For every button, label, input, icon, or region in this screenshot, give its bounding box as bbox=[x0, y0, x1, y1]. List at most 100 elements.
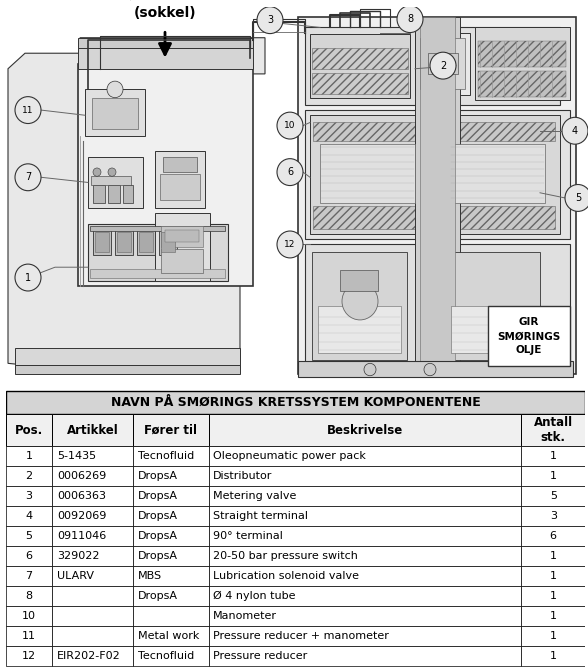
Circle shape bbox=[277, 231, 303, 258]
Bar bbox=[209, 626, 522, 646]
Text: 1: 1 bbox=[550, 631, 557, 641]
Bar bbox=[78, 48, 253, 68]
Circle shape bbox=[397, 5, 423, 33]
Bar bbox=[298, 361, 573, 377]
Bar bbox=[90, 226, 225, 231]
Bar bbox=[478, 41, 566, 66]
Bar bbox=[522, 626, 585, 646]
Circle shape bbox=[342, 282, 378, 320]
Text: EIR202-F02: EIR202-F02 bbox=[57, 652, 121, 661]
Bar bbox=[15, 348, 240, 368]
Text: 2: 2 bbox=[440, 60, 446, 70]
Bar bbox=[522, 566, 585, 586]
Circle shape bbox=[93, 168, 101, 176]
Text: 1: 1 bbox=[550, 452, 557, 461]
Bar bbox=[78, 64, 253, 286]
Bar bbox=[117, 232, 131, 252]
Bar bbox=[298, 17, 576, 374]
Text: Distributor: Distributor bbox=[213, 471, 273, 481]
Text: 1: 1 bbox=[550, 471, 557, 481]
Circle shape bbox=[430, 52, 456, 79]
Bar bbox=[160, 174, 200, 200]
Text: 5: 5 bbox=[575, 193, 581, 203]
Bar bbox=[15, 366, 240, 374]
Bar bbox=[85, 89, 145, 136]
Bar bbox=[209, 566, 522, 586]
Bar bbox=[318, 307, 401, 353]
Bar bbox=[209, 414, 522, 446]
Bar bbox=[95, 232, 109, 252]
Bar bbox=[209, 466, 522, 486]
Bar bbox=[161, 248, 203, 273]
Text: DropsA: DropsA bbox=[138, 471, 178, 481]
Text: 1: 1 bbox=[550, 652, 557, 661]
Bar bbox=[93, 185, 105, 203]
Bar bbox=[52, 466, 133, 486]
Text: 1: 1 bbox=[25, 272, 31, 282]
Bar bbox=[6, 607, 52, 626]
Bar bbox=[6, 626, 52, 646]
Text: 1: 1 bbox=[550, 552, 557, 561]
Bar bbox=[52, 626, 133, 646]
Bar bbox=[133, 626, 209, 646]
Circle shape bbox=[257, 7, 283, 34]
Bar bbox=[6, 466, 52, 486]
Bar bbox=[320, 144, 415, 203]
Bar bbox=[445, 252, 540, 360]
Bar bbox=[6, 566, 52, 586]
Text: 5: 5 bbox=[550, 491, 557, 501]
Text: 11: 11 bbox=[22, 105, 34, 115]
Bar bbox=[6, 391, 585, 414]
Bar bbox=[420, 17, 455, 368]
Bar bbox=[6, 546, 52, 566]
Text: 1: 1 bbox=[550, 611, 557, 621]
Circle shape bbox=[424, 363, 436, 376]
Circle shape bbox=[277, 158, 303, 186]
Bar bbox=[522, 586, 585, 607]
Text: 20-50 bar pressure switch: 20-50 bar pressure switch bbox=[213, 552, 358, 561]
Bar bbox=[133, 414, 209, 446]
Text: 2: 2 bbox=[25, 471, 32, 481]
Text: 7: 7 bbox=[25, 571, 32, 581]
Bar bbox=[450, 144, 545, 203]
Bar bbox=[52, 586, 133, 607]
Text: 3: 3 bbox=[267, 15, 273, 25]
Bar bbox=[52, 646, 133, 666]
Polygon shape bbox=[8, 38, 265, 368]
Bar bbox=[313, 123, 425, 141]
Text: Pos.: Pos. bbox=[15, 424, 43, 437]
Bar bbox=[163, 156, 197, 172]
Bar bbox=[52, 486, 133, 506]
Bar bbox=[6, 586, 52, 607]
Text: Metal work: Metal work bbox=[138, 631, 199, 641]
Bar bbox=[165, 230, 199, 242]
Bar bbox=[6, 486, 52, 506]
Text: Ø 4 nylon tube: Ø 4 nylon tube bbox=[213, 591, 296, 601]
Text: HØYRE SIDE
(sokkel): HØYRE SIDE (sokkel) bbox=[118, 0, 212, 20]
Text: 8: 8 bbox=[25, 591, 32, 601]
Bar bbox=[108, 185, 120, 203]
Bar bbox=[522, 607, 585, 626]
Bar bbox=[155, 152, 205, 208]
Bar bbox=[133, 486, 209, 506]
Text: 0006363: 0006363 bbox=[57, 491, 106, 501]
Text: DropsA: DropsA bbox=[138, 491, 178, 501]
Bar bbox=[522, 506, 585, 526]
Bar bbox=[133, 646, 209, 666]
Bar bbox=[209, 607, 522, 626]
Bar bbox=[139, 232, 153, 252]
Bar bbox=[52, 414, 133, 446]
Bar bbox=[133, 506, 209, 526]
Text: 0006269: 0006269 bbox=[57, 471, 106, 481]
Bar bbox=[451, 307, 534, 353]
Bar bbox=[522, 486, 585, 506]
Bar bbox=[6, 646, 52, 666]
Text: 1: 1 bbox=[550, 591, 557, 601]
Text: 0911046: 0911046 bbox=[57, 531, 106, 541]
Bar bbox=[52, 446, 133, 466]
Text: 10: 10 bbox=[284, 121, 296, 130]
Bar bbox=[91, 176, 131, 185]
Text: 1: 1 bbox=[550, 571, 557, 581]
Text: GIR
SMØRINGS
OLJE: GIR SMØRINGS OLJE bbox=[497, 317, 560, 356]
Bar bbox=[312, 48, 408, 68]
